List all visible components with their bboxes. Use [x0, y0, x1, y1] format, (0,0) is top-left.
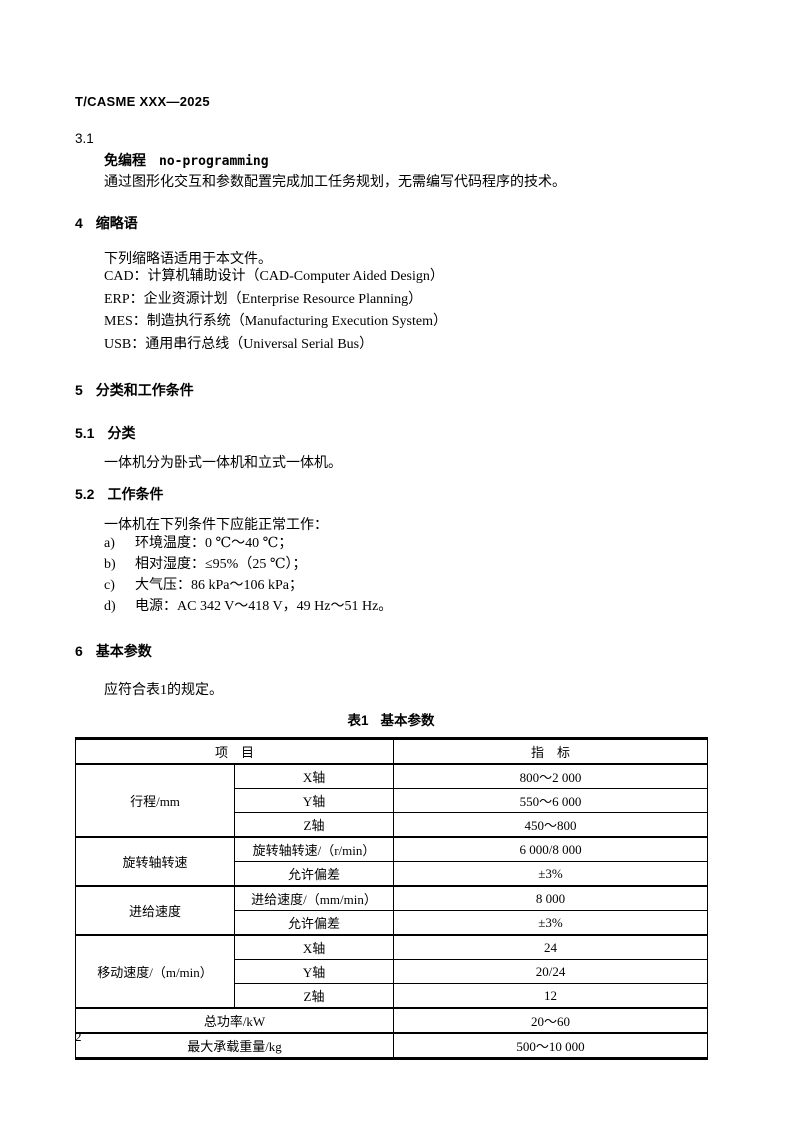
- span-cell-max-load: 最大承载重量/kg: [74, 1032, 395, 1059]
- heading-6: 6 基本参数: [75, 641, 152, 661]
- table-row: Y轴 550～6 000: [76, 788, 709, 813]
- term-english: no-programming: [159, 154, 269, 169]
- abbr-item-cad: CAD：计算机辅助设计（CAD-Computer Aided Design）: [104, 269, 444, 284]
- heading-5-1-number: 5.1: [75, 425, 95, 441]
- table-row: 总功率/kW 20～60: [74, 1007, 709, 1034]
- clause-3-1-number: 3.1: [75, 131, 94, 146]
- condition-text: 大气压：86 kPa～106 kPa；: [135, 578, 303, 593]
- condition-item: b) 相对湿度：≤95%（25 ℃）；: [104, 554, 392, 575]
- value-cell: 24: [393, 934, 709, 960]
- table-caption-title: 基本参数: [380, 713, 435, 728]
- sub-cell: X轴: [233, 934, 395, 960]
- term-definition: 通过图形化交互和参数配置完成加工任务规划，无需编写代码程序的技术。: [104, 175, 566, 190]
- sub-cell: X轴: [233, 763, 395, 789]
- condition-text: 电源：AC 342 V～418 V，49 Hz～51 Hz。: [135, 599, 393, 614]
- table-row: 允许偏差 ±3%: [75, 910, 709, 936]
- basic-parameters-table: 项 目 指 标 行程/mm X轴 800～2 000 Y轴 550～6 000 …: [74, 737, 709, 1060]
- heading-5-2: 5.2 工作条件: [75, 484, 163, 504]
- condition-label: d): [104, 599, 116, 614]
- basic-parameters-body: 应符合表1的规定。: [104, 683, 223, 698]
- table-row: Y轴 20/24: [76, 959, 709, 984]
- heading-5-title: 分类和工作条件: [95, 382, 194, 398]
- table-row: 最大承载重量/kg 500～10 000: [74, 1032, 709, 1059]
- condition-item: d) 电源：AC 342 V～418 V，49 Hz～51 Hz。: [104, 596, 392, 617]
- abbr-item-erp: ERP：企业资源计划（Enterprise Resource Planning）: [104, 291, 423, 307]
- sub-cell: Z轴: [233, 812, 395, 838]
- sub-cell: Z轴: [233, 983, 395, 1009]
- value-cell: 12: [393, 983, 709, 1009]
- value-cell: 450～800: [393, 812, 709, 838]
- condition-item: a) 环境温度：0 ℃～40 ℃；: [104, 533, 392, 554]
- group-cell-feed-rate: 进给速度: [75, 885, 235, 936]
- heading-4-number: 4: [75, 215, 83, 231]
- condition-text: 相对湿度：≤95%（25 ℃）；: [135, 557, 307, 572]
- heading-5: 5 分类和工作条件: [75, 380, 194, 400]
- abbreviation-list: CAD：计算机辅助设计（CAD-Computer Aided Design） E…: [104, 266, 447, 356]
- term-chinese: 免编程: [104, 152, 146, 168]
- group-cell-spindle-speed: 旋转轴转速: [75, 836, 235, 887]
- value-cell: 500～10 000: [393, 1032, 709, 1059]
- span-cell-total-power: 总功率/kW: [74, 1007, 395, 1034]
- table-row: 行程/mm X轴 800～2 000: [75, 763, 709, 838]
- sub-cell: 允许偏差: [233, 861, 395, 887]
- column-header-item: 项 目: [74, 738, 395, 765]
- table-caption: 表1 基本参数: [75, 709, 707, 729]
- table-row: Z轴 12: [75, 983, 709, 1009]
- conditions-intro: 一体机在下列条件下应能正常工作：: [104, 518, 328, 533]
- heading-5-1-title: 分类: [107, 425, 136, 441]
- value-cell: 20/24: [393, 959, 709, 984]
- heading-5-1: 5.1 分类: [75, 423, 135, 443]
- heading-5-2-number: 5.2: [75, 486, 95, 502]
- sub-cell: 允许偏差: [233, 910, 395, 936]
- heading-6-title: 基本参数: [95, 643, 152, 659]
- group-cell-travel: 行程/mm: [75, 763, 235, 838]
- sub-cell: 旋转轴转速/（r/min）: [233, 836, 395, 862]
- table-row: 进给速度 进给速度/（mm/min） 8 000: [75, 885, 709, 936]
- group-cell-move-speed: 移动速度/（m/min）: [75, 934, 235, 1009]
- value-cell: 20～60: [393, 1007, 709, 1034]
- value-cell: 800～2 000: [393, 763, 709, 789]
- heading-5-number: 5: [75, 382, 83, 398]
- abbr-intro: 下列缩略语适用于本文件。: [104, 252, 272, 267]
- table-row: 移动速度/（m/min） X轴 24: [75, 934, 709, 1009]
- value-cell: ±3%: [393, 861, 709, 887]
- heading-4: 4 缩略语: [75, 213, 138, 233]
- table-row: Z轴 450～800: [75, 812, 709, 838]
- condition-label: b): [104, 557, 116, 572]
- table-row: 允许偏差 ±3%: [75, 861, 709, 887]
- running-header: T/CASME XXX—2025: [75, 94, 210, 109]
- page-number: 2: [75, 1029, 82, 1044]
- condition-label: a): [104, 536, 115, 551]
- value-cell: 8 000: [393, 885, 709, 911]
- heading-5-2-title: 工作条件: [107, 486, 164, 502]
- value-cell: 550～6 000: [393, 788, 709, 813]
- sub-cell: Y轴: [233, 788, 395, 813]
- value-cell: 6 000/8 000: [393, 836, 709, 862]
- table-header-row: 项 目 指 标: [74, 738, 709, 765]
- abbr-item-mes: MES：制造执行系统（Manufacturing Execution Syste…: [104, 314, 447, 329]
- conditions-list: a) 环境温度：0 ℃～40 ℃； b) 相对湿度：≤95%（25 ℃）； c) 大气…: [104, 533, 392, 617]
- sub-cell: Y轴: [233, 959, 395, 984]
- abbr-item-usb: USB：通用串行总线（Universal Serial Bus）: [104, 336, 374, 352]
- heading-4-title: 缩略语: [95, 215, 138, 231]
- column-header-indicator: 指 标: [393, 738, 709, 765]
- condition-item: c) 大气压：86 kPa～106 kPa；: [104, 575, 392, 596]
- condition-label: c): [104, 578, 115, 593]
- condition-text: 环境温度：0 ℃～40 ℃；: [135, 536, 293, 551]
- table-caption-label: 表1: [347, 713, 369, 728]
- value-cell: ±3%: [393, 910, 709, 936]
- term-entry: 免编程 no-programming: [104, 150, 269, 170]
- classification-body: 一体机分为卧式一体机和立式一体机。: [104, 456, 342, 471]
- heading-6-number: 6: [75, 643, 83, 659]
- sub-cell: 进给速度/（mm/min）: [233, 885, 395, 911]
- table-row: 旋转轴转速 旋转轴转速/（r/min） 6 000/8 000: [75, 836, 709, 887]
